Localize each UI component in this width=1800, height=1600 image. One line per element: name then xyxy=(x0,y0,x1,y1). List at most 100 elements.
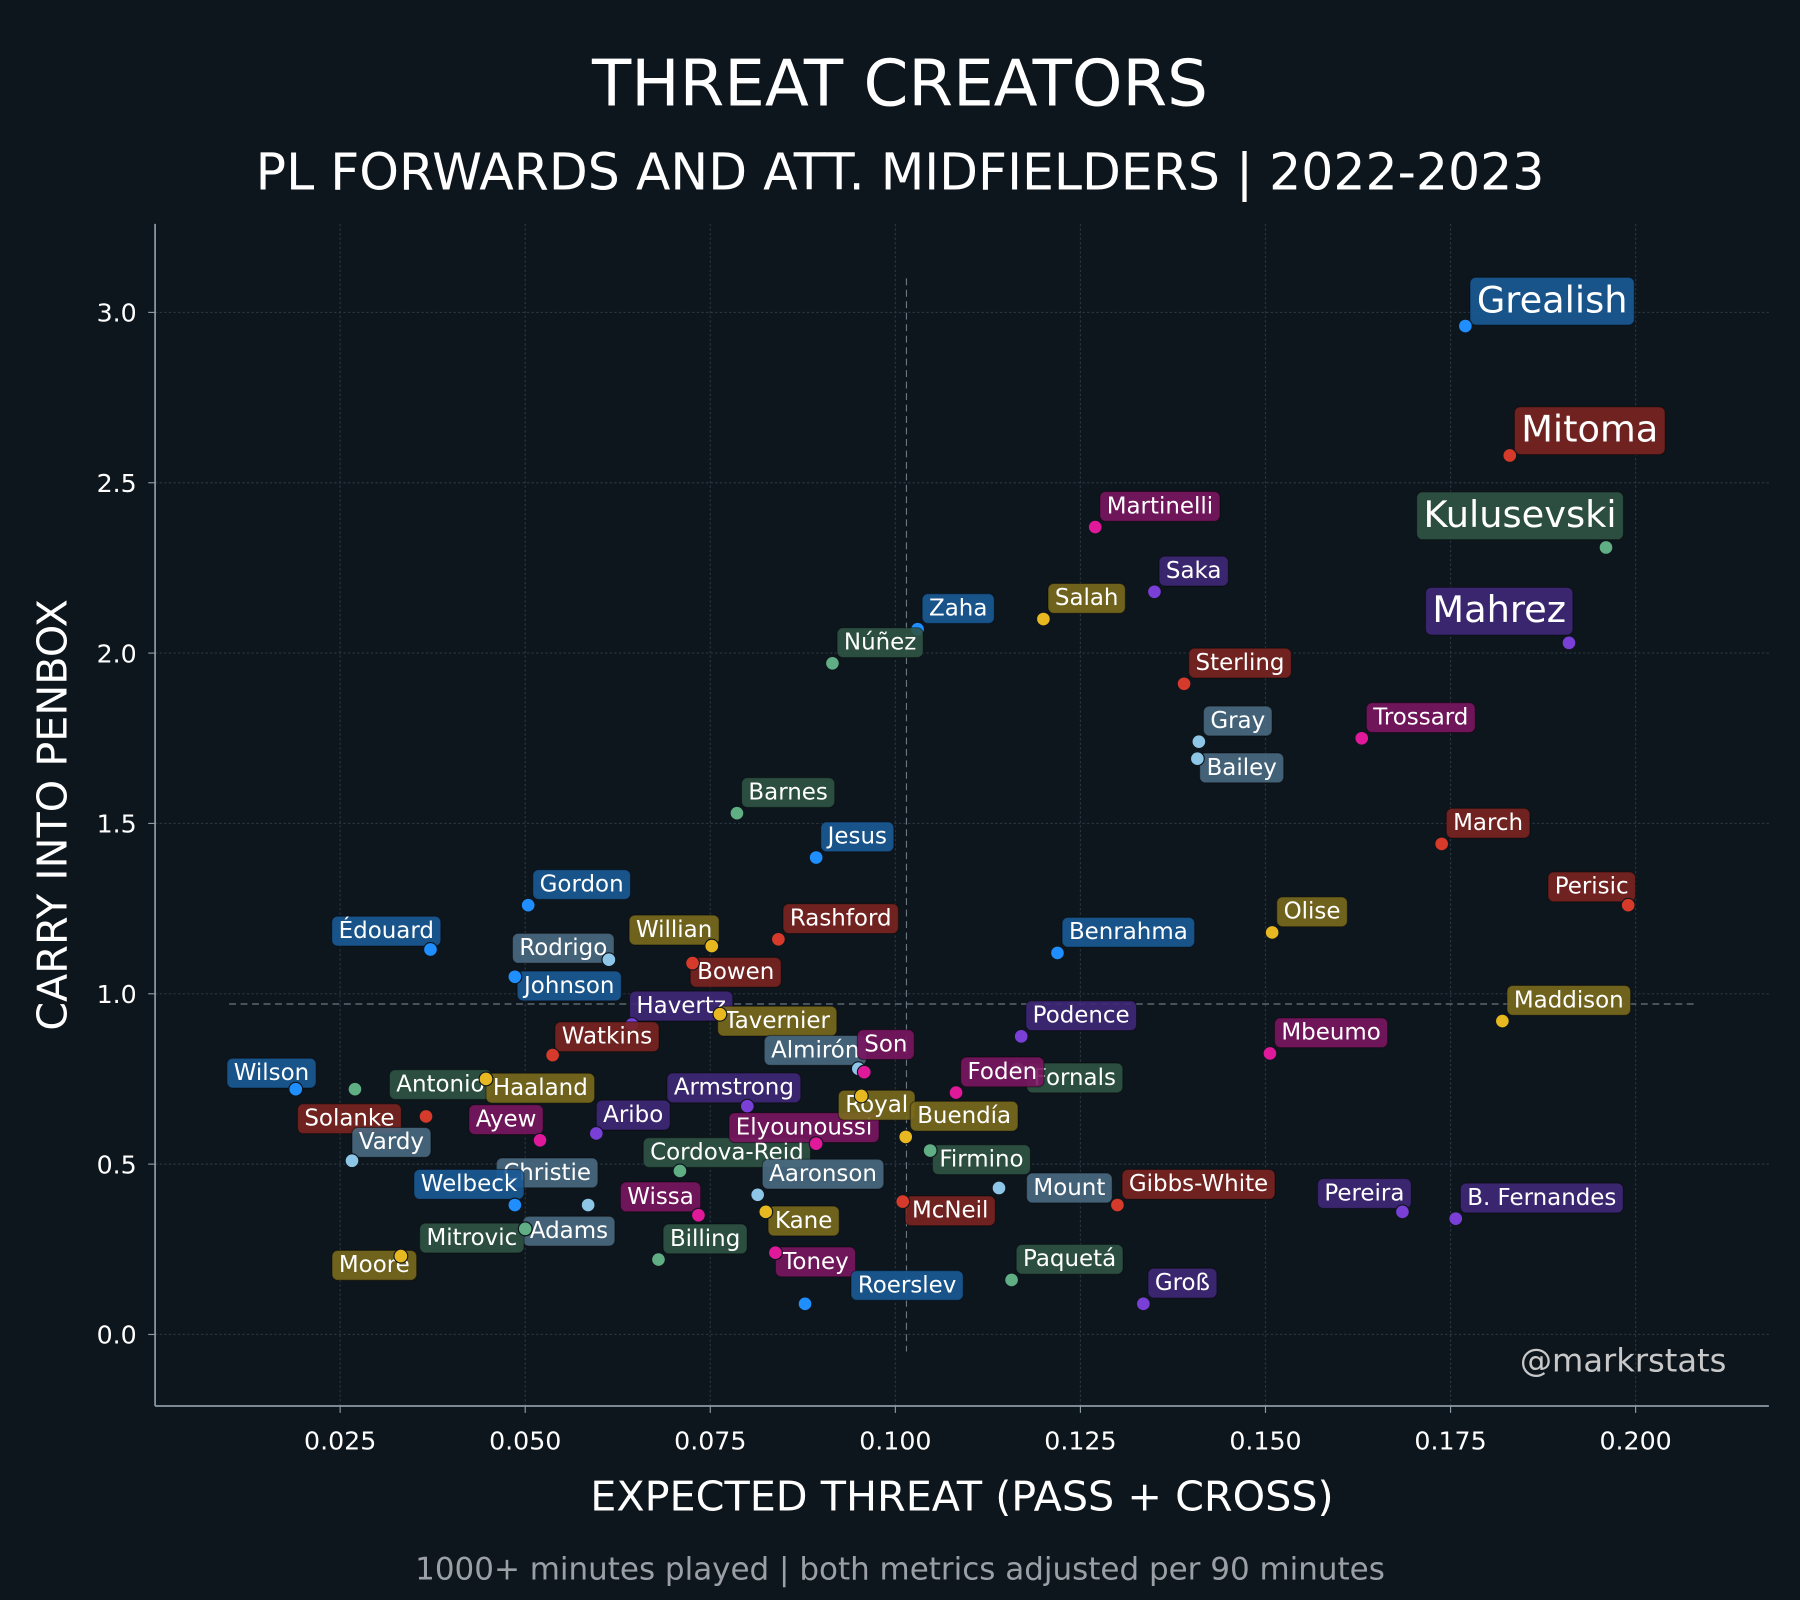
data-point: Martinelli xyxy=(1087,490,1221,535)
data-point: Bowen xyxy=(685,955,782,988)
data-point: Buendía xyxy=(898,1100,1019,1145)
data-point: Wissa xyxy=(619,1181,706,1223)
label-box xyxy=(960,1056,1045,1088)
label-box xyxy=(595,1099,671,1131)
label-box xyxy=(1047,582,1126,614)
label-box xyxy=(296,1103,402,1135)
label-box xyxy=(1276,896,1348,928)
point-label: McNeil xyxy=(912,1198,988,1224)
point-label: Firmino xyxy=(939,1147,1023,1173)
label-box xyxy=(1273,1017,1389,1049)
point-label: Salah xyxy=(1055,585,1119,611)
y-tick-label: 0.5 xyxy=(97,1150,137,1179)
label-box xyxy=(1469,276,1635,326)
data-point: Antonio xyxy=(347,1069,492,1101)
y-axis-label: CARRY INTO PENBOX xyxy=(29,599,77,1031)
label-box xyxy=(767,1205,840,1237)
data-marker xyxy=(478,1071,494,1087)
point-label: Havertz xyxy=(636,993,725,1019)
label-box xyxy=(1025,1000,1138,1032)
label-box xyxy=(628,914,720,946)
label-box xyxy=(921,593,995,625)
data-marker xyxy=(1561,635,1577,651)
data-point: Rashford xyxy=(770,903,900,947)
point-label: Olise xyxy=(1284,899,1341,925)
label-box xyxy=(1199,752,1285,784)
point-label: Tavernier xyxy=(724,1008,831,1034)
point-label: Martinelli xyxy=(1107,493,1213,519)
data-marker xyxy=(1191,734,1207,750)
point-label: Pereira xyxy=(1324,1180,1404,1206)
data-marker xyxy=(1050,945,1065,961)
x-tick-label: 0.150 xyxy=(1229,1427,1301,1456)
point-label: Núñez xyxy=(844,630,916,656)
point-label: Paquetá xyxy=(1023,1246,1116,1272)
label-box xyxy=(485,1072,596,1104)
label-box xyxy=(511,932,615,964)
point-label: Johnson xyxy=(522,973,614,999)
label-box xyxy=(468,1104,544,1136)
data-point: Adams xyxy=(517,1215,616,1247)
point-label: Mitoma xyxy=(1521,408,1658,451)
point-label: Armstrong xyxy=(674,1075,794,1101)
data-marker xyxy=(690,1207,706,1223)
point-label: Kulusevski xyxy=(1424,493,1617,536)
point-label: Mahrez xyxy=(1432,588,1566,631)
label-box xyxy=(532,869,632,901)
data-marker xyxy=(808,850,824,865)
y-tick-label: 0.0 xyxy=(97,1321,137,1350)
data-point: Mitoma xyxy=(1502,406,1666,463)
label-box xyxy=(1015,1243,1124,1275)
y-tick-label: 1.5 xyxy=(97,810,137,839)
label-box xyxy=(1459,1182,1624,1214)
data-point: Sterling xyxy=(1176,647,1292,692)
point-label: Zaha xyxy=(929,595,987,621)
label-box xyxy=(1365,702,1476,734)
point-label: B. Fernandes xyxy=(1467,1185,1616,1211)
data-marker xyxy=(922,1143,938,1158)
label-box xyxy=(1445,807,1531,839)
data-point: Groß xyxy=(1135,1267,1218,1312)
label-box xyxy=(1506,984,1632,1016)
footnote: 1000+ minutes played | both metrics adju… xyxy=(415,1551,1385,1587)
point-label: Wilson xyxy=(234,1060,309,1086)
x-tick-label: 0.075 xyxy=(674,1427,746,1456)
label-box xyxy=(782,903,900,935)
point-label: Saka xyxy=(1166,558,1222,584)
label-box xyxy=(909,1100,1019,1132)
data-point: Toney xyxy=(767,1245,857,1278)
data-point: McNeil xyxy=(895,1194,996,1227)
point-label: Gray xyxy=(1210,708,1265,734)
data-point: Paquetá xyxy=(1004,1243,1124,1288)
label-box xyxy=(856,1029,915,1061)
data-point: Billing xyxy=(651,1223,748,1267)
data-point: Foden xyxy=(948,1056,1045,1101)
data-marker xyxy=(672,1163,688,1179)
data-marker xyxy=(347,1081,363,1097)
data-point: Édouard xyxy=(331,915,442,957)
data-marker xyxy=(712,1006,728,1022)
data-point: Christie xyxy=(495,1157,599,1213)
data-marker xyxy=(1087,519,1103,535)
point-label: Bowen xyxy=(697,959,774,985)
point-label: Barnes xyxy=(748,779,827,805)
label-box xyxy=(820,821,895,853)
x-tick-label: 0.175 xyxy=(1414,1427,1486,1456)
label-box xyxy=(1158,555,1229,587)
label-box xyxy=(1424,586,1574,636)
label-box xyxy=(931,1144,1032,1176)
point-label: Maddison xyxy=(1514,987,1624,1013)
label-box xyxy=(1202,705,1273,737)
data-marker xyxy=(1004,1272,1020,1288)
data-marker xyxy=(1457,318,1473,334)
data-marker xyxy=(797,1296,813,1312)
point-label: Antonio xyxy=(396,1071,484,1097)
data-marker xyxy=(344,1153,360,1169)
data-point: Mahrez xyxy=(1424,586,1577,651)
data-point: Gordon xyxy=(520,869,632,913)
data-marker xyxy=(853,1088,869,1104)
label-box xyxy=(740,777,836,809)
point-label: Rodrigo xyxy=(519,935,607,961)
data-marker xyxy=(1013,1028,1029,1044)
